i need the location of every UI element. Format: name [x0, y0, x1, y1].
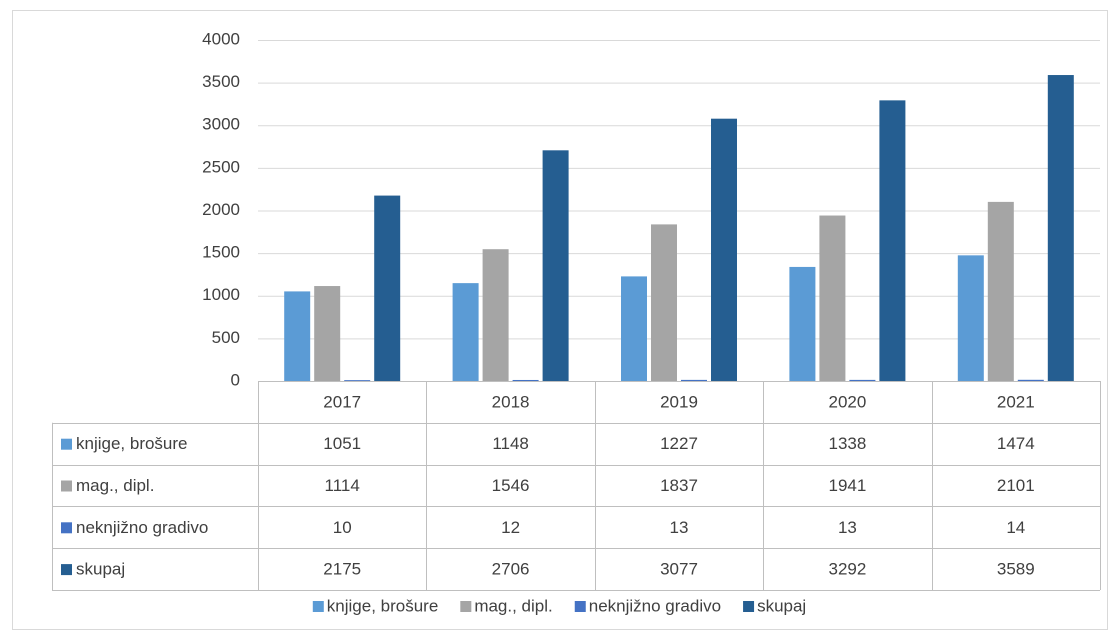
legend-item: mag., dipl. — [460, 596, 553, 615]
legend-label: skupaj — [757, 596, 806, 615]
table-cell: 13 — [670, 518, 689, 537]
bar — [314, 286, 341, 381]
table-legend-key — [61, 522, 72, 534]
table-cell: 1837 — [660, 476, 698, 495]
table-cell: 3077 — [660, 560, 698, 579]
table-cell: 1051 — [323, 434, 361, 453]
bar — [452, 283, 479, 381]
bar — [681, 379, 707, 381]
bar — [1017, 379, 1044, 381]
bar — [374, 195, 401, 381]
table-row-label: skupaj — [76, 560, 125, 579]
legend-item: knjige, brošure — [312, 596, 439, 615]
bar — [651, 224, 677, 381]
legend-label: mag., dipl. — [474, 596, 552, 615]
bar — [1047, 75, 1074, 381]
bar — [512, 379, 539, 381]
bar — [957, 255, 984, 381]
x-tick-label: 2017 — [323, 392, 361, 411]
y-tick-label: 2500 — [202, 157, 240, 176]
bar — [849, 379, 876, 381]
y-tick-label: 3500 — [202, 72, 240, 91]
table-row-label: neknjižno gradivo — [76, 518, 208, 537]
y-tick-label: 1500 — [202, 243, 240, 262]
y-tick-label: 3000 — [202, 115, 240, 134]
table-legend-key — [61, 564, 72, 576]
x-tick-label: 2019 — [660, 392, 698, 411]
legend-key — [574, 601, 586, 612]
table-cell: 13 — [838, 518, 857, 537]
table-cell: 1941 — [828, 476, 866, 495]
legend-key — [460, 601, 472, 612]
legend-item: neknjižno gradivo — [574, 596, 721, 615]
table-cell: 2101 — [997, 476, 1035, 495]
table-cell: 3589 — [997, 560, 1035, 579]
y-tick-label: 500 — [212, 328, 240, 347]
table-cell: 1474 — [997, 434, 1035, 453]
bar — [789, 266, 816, 381]
table-cell: 1338 — [828, 434, 866, 453]
bar — [344, 380, 371, 381]
table-row-label: knjige, brošure — [76, 434, 188, 453]
x-tick-label: 2020 — [828, 392, 866, 411]
legend-label: knjige, brošure — [327, 596, 439, 615]
table-cell: 1148 — [492, 434, 529, 453]
table-cell: 2706 — [492, 560, 530, 579]
table-cell: 10 — [333, 518, 352, 537]
table-cell: 3292 — [828, 560, 866, 579]
table-cell: 12 — [501, 518, 520, 537]
x-tick-label: 2018 — [492, 392, 530, 411]
legend-key — [743, 601, 755, 612]
bar — [482, 249, 509, 381]
table-cell: 14 — [1006, 518, 1025, 537]
bar — [711, 118, 737, 381]
table-legend-key — [61, 438, 72, 450]
table-cell: 1114 — [325, 476, 360, 495]
table-legend-key — [61, 480, 72, 492]
y-tick-label: 2000 — [202, 200, 240, 219]
table-row-label: mag., dipl. — [76, 476, 154, 495]
bar — [621, 276, 647, 381]
y-tick-label: 0 — [231, 370, 240, 389]
x-tick-label: 2021 — [997, 392, 1035, 411]
legend-label: neknjižno gradivo — [589, 596, 721, 615]
table-cell: 2175 — [323, 560, 361, 579]
bar — [819, 215, 846, 381]
y-tick-label: 1000 — [202, 285, 240, 304]
table-cell: 1227 — [660, 434, 698, 453]
table-cell: 1546 — [492, 476, 530, 495]
bar — [987, 201, 1014, 381]
bar — [542, 150, 569, 381]
y-tick-label: 4000 — [202, 29, 240, 48]
bar — [879, 100, 906, 382]
legend-key — [312, 601, 324, 612]
bar — [284, 291, 311, 381]
legend-item: skupaj — [743, 596, 806, 615]
